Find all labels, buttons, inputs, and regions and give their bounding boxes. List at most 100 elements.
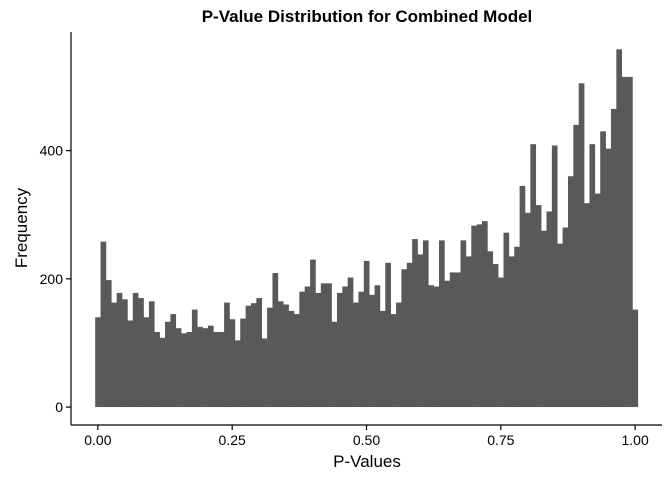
histogram-bar — [288, 310, 295, 408]
x-tick-label: 0.75 — [487, 432, 514, 448]
histogram-bar — [159, 337, 166, 408]
histogram-bar — [181, 333, 187, 408]
histogram-bar — [439, 240, 445, 408]
histogram-bar — [293, 314, 300, 408]
bars-group — [95, 49, 639, 408]
histogram-bar — [578, 83, 585, 408]
histogram-bar — [175, 328, 182, 408]
histogram-bar — [245, 305, 252, 408]
y-ticks-group: 0 200 400 — [40, 143, 71, 415]
histogram-bar — [304, 286, 311, 408]
histogram-bar — [342, 286, 348, 408]
x-axis-label: P-Values — [333, 452, 401, 471]
histogram-bar — [503, 232, 510, 408]
histogram-bar — [240, 318, 246, 408]
chart-title: P-Value Distribution for Combined Model — [202, 7, 533, 26]
y-tick-label: 0 — [55, 399, 63, 415]
x-tick-label: 0.00 — [84, 432, 111, 448]
histogram-bar — [525, 212, 531, 408]
histogram-bar — [385, 262, 391, 408]
histogram-bar — [336, 292, 343, 408]
histogram-bar — [498, 277, 504, 408]
histogram-bar — [508, 256, 515, 408]
histogram-bar — [331, 321, 338, 408]
histogram-bar — [417, 254, 424, 408]
histogram-bar — [95, 317, 101, 408]
histogram-bar — [616, 49, 622, 408]
histogram-bar — [369, 294, 375, 408]
histogram-bar — [535, 205, 542, 408]
histogram-bar — [476, 224, 483, 408]
x-tick-label: 1.00 — [622, 432, 649, 448]
histogram-bar — [250, 303, 257, 408]
histogram-bar — [105, 280, 112, 408]
histogram-bar — [567, 176, 574, 408]
histogram-bar — [465, 256, 472, 408]
histogram-bar — [208, 325, 214, 408]
histogram-bar — [396, 302, 402, 408]
histogram-bar — [546, 211, 553, 408]
y-axis-label: Frequency — [12, 187, 31, 268]
histogram-bar — [594, 193, 601, 408]
histogram-bar — [100, 241, 107, 408]
histogram-bar — [186, 332, 193, 408]
histogram-bar — [122, 299, 128, 408]
histogram-bar — [541, 230, 547, 408]
histogram-bar — [428, 285, 434, 408]
histogram-bar — [148, 301, 155, 408]
histogram-bar — [202, 328, 209, 408]
y-tick-label: 400 — [40, 143, 64, 159]
histogram-bar — [191, 309, 198, 408]
x-tick-label: 0.50 — [353, 432, 380, 448]
histogram-bar — [406, 262, 413, 408]
histogram-bar — [154, 332, 160, 408]
histogram-bar — [390, 314, 397, 408]
histogram-bar — [347, 277, 354, 408]
histogram-bar — [514, 246, 520, 408]
histogram-bar — [127, 320, 134, 408]
histogram-bar — [320, 283, 327, 408]
histogram-bar — [610, 108, 617, 408]
histogram-bar — [627, 76, 633, 408]
histogram-bar — [433, 286, 440, 408]
histogram-bar — [224, 302, 230, 408]
histogram-bar — [449, 272, 456, 408]
histogram-bar — [412, 239, 418, 408]
histogram-bar — [487, 251, 494, 408]
histogram-bar — [116, 292, 123, 408]
histogram-bar — [422, 240, 429, 408]
histogram-bar — [197, 326, 203, 408]
histogram-bar — [261, 338, 268, 408]
histogram-bar — [213, 332, 220, 408]
histogram-bar — [444, 280, 451, 408]
histogram-bar — [557, 243, 563, 408]
histogram-bar — [358, 291, 365, 408]
histogram-bar — [605, 148, 612, 408]
histogram-bar — [283, 304, 289, 408]
histogram-bar — [460, 240, 467, 408]
histogram-bar — [229, 319, 236, 408]
histogram-bar — [363, 260, 370, 408]
histogram-bar — [401, 269, 408, 408]
histogram-bar — [530, 144, 537, 408]
y-tick-label: 200 — [40, 271, 64, 287]
histogram-bar — [632, 309, 639, 408]
histogram-bar — [379, 310, 386, 408]
histogram-bar — [277, 301, 284, 408]
histogram-bar — [353, 302, 359, 408]
histogram-bar — [573, 124, 580, 408]
histogram-bar — [562, 227, 569, 408]
histogram-bar — [299, 291, 306, 408]
histogram-bar — [326, 283, 332, 408]
histogram-bar — [267, 307, 273, 408]
histogram-bar — [138, 298, 144, 408]
histogram-bar — [492, 264, 499, 408]
histogram-bar — [471, 225, 477, 408]
histogram-bar — [589, 144, 596, 408]
x-ticks-group: 0.00 0.25 0.50 0.75 1.00 — [84, 425, 649, 448]
histogram-bar — [310, 259, 316, 408]
histogram-bar — [170, 314, 177, 408]
histogram-bar — [374, 285, 381, 408]
histogram-bar — [315, 292, 322, 408]
histogram-bar — [621, 76, 628, 408]
